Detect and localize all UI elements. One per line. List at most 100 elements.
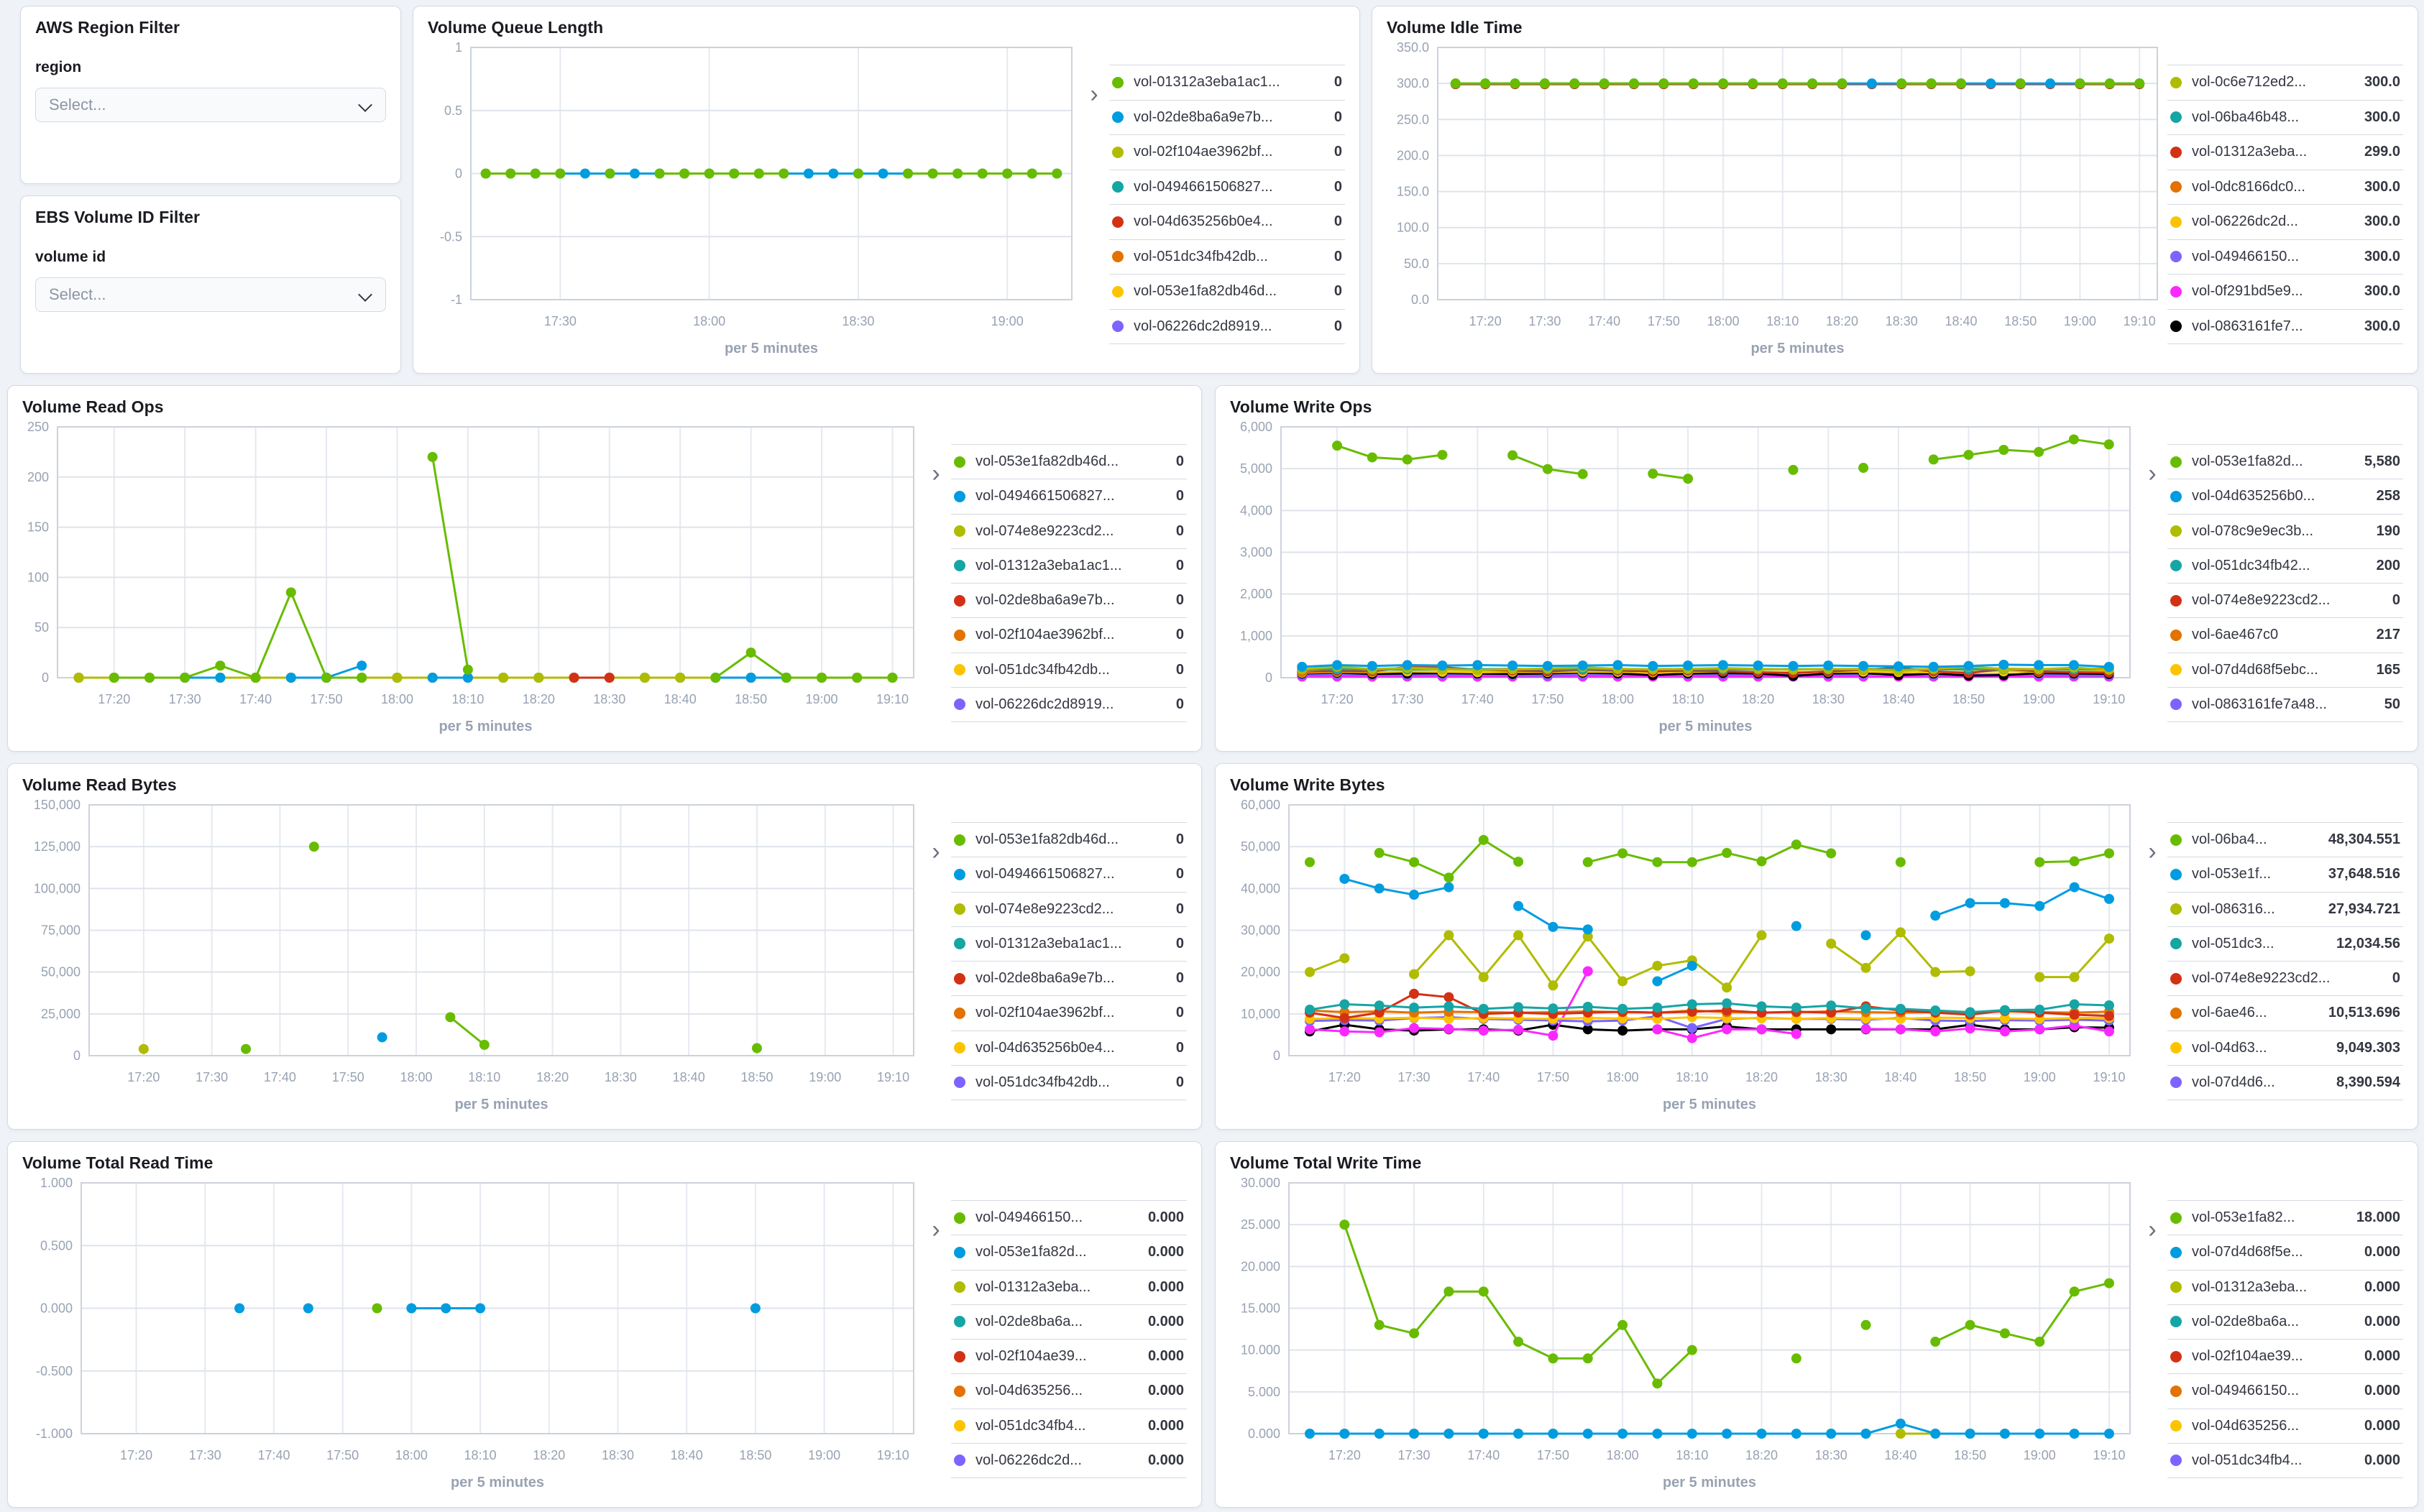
legend-item[interactable]: vol-086316... 27,934.721 <box>2167 891 2403 926</box>
legend-item[interactable]: vol-053e1fa82db46d... 0 <box>951 444 1187 479</box>
legend-item[interactable]: vol-053e1fa82db46d... 0 <box>1109 274 1345 309</box>
legend-item[interactable]: vol-07d4d68f5ebc... 165 <box>2167 652 2403 687</box>
legend-item[interactable]: vol-04d635256b0e4... 0 <box>1109 204 1345 239</box>
svg-text:18:50: 18:50 <box>740 1070 773 1084</box>
svg-text:1.000: 1.000 <box>40 1176 73 1190</box>
legend-item[interactable]: vol-051dc34fb4... 0.000 <box>2167 1442 2403 1478</box>
legend-item[interactable]: vol-06ba46b48... 300.0 <box>2167 99 2403 135</box>
volume-id-select[interactable]: Select... <box>35 277 386 312</box>
legend-item[interactable]: vol-04d635256... 0.000 <box>2167 1408 2403 1443</box>
legend-collapse-icon[interactable]: › <box>2148 1216 2157 1243</box>
legend-item[interactable]: vol-053e1fa82d... 5,580 <box>2167 444 2403 479</box>
legend-collapse-icon[interactable]: › <box>2148 460 2157 487</box>
svg-text:15.000: 15.000 <box>1241 1301 1280 1316</box>
legend-label: vol-086316... <box>2192 900 2275 917</box>
series-swatch-icon <box>2170 1077 2182 1089</box>
legend-collapse-icon[interactable]: › <box>2148 838 2157 865</box>
legend-item[interactable]: vol-06226dc2d8919... 0 <box>951 686 1187 722</box>
legend-item[interactable]: vol-02f104ae39... 0.000 <box>951 1339 1187 1373</box>
legend-item[interactable]: vol-053e1fa82db46d... 0 <box>951 822 1187 857</box>
legend-item[interactable]: vol-02f104ae3962bf... 0 <box>951 995 1187 1030</box>
legend-item[interactable]: vol-051dc34fb42db... 0 <box>951 1064 1187 1100</box>
chart-plot[interactable]: 1 0.5 0 -0.5 -1 17:30 18:00 18:30 19:00 per 5 min… <box>428 40 1080 361</box>
legend-item[interactable]: vol-06226dc2d8919... 0 <box>1109 308 1345 344</box>
legend-item[interactable]: vol-6ae467c0 217 <box>2167 617 2403 652</box>
legend-item[interactable]: vol-07d4d6... 8,390.594 <box>2167 1064 2403 1100</box>
legend-item[interactable]: vol-074e8e9223cd2... 0 <box>2167 961 2403 995</box>
legend-value: 300.0 <box>2364 318 2400 334</box>
legend-item[interactable]: vol-0494661506827... 0 <box>951 479 1187 513</box>
chart-plot[interactable]: 60,000 50,000 40,000 30,000 20,000 10,000 0 17:… <box>1230 798 2139 1117</box>
legend-item[interactable]: vol-051dc34fb4... 0.000 <box>951 1408 1187 1443</box>
region-select[interactable]: Select... <box>35 88 386 122</box>
svg-text:0: 0 <box>73 1048 81 1063</box>
legend-item[interactable]: vol-04d63... 9,049.303 <box>2167 1030 2403 1065</box>
chart-plot[interactable]: 250 200 150 100 50 0 17:20 17:30 17:40 17:50 18:00… <box>22 420 922 739</box>
volume-id-field-label: volume id <box>35 249 106 265</box>
legend-item[interactable]: vol-02f104ae3962bf... 0 <box>1109 134 1345 170</box>
legend-item[interactable]: vol-0863161fe7a48... 50 <box>2167 686 2403 722</box>
svg-text:75,000: 75,000 <box>41 923 81 938</box>
legend-item[interactable]: vol-074e8e9223cd2... 0 <box>951 513 1187 548</box>
legend-item[interactable]: vol-0863161fe7... 300.0 <box>2167 308 2403 344</box>
svg-text:18:30: 18:30 <box>602 1448 634 1462</box>
legend-item[interactable]: vol-051dc34fb42db... 0 <box>951 652 1187 687</box>
chart-plot[interactable]: 150,000 125,000 100,000 75,000 50,000 25,000 0… <box>22 798 922 1117</box>
legend-item[interactable]: vol-074e8e9223cd2... 0 <box>2167 583 2403 617</box>
legend-collapse-icon[interactable]: › <box>932 1216 940 1243</box>
legend-item[interactable]: vol-01312a3eba1ac1... 0 <box>1109 65 1345 100</box>
legend-item[interactable]: vol-02de8ba6a... 0.000 <box>951 1304 1187 1339</box>
svg-text:18:30: 18:30 <box>842 314 874 328</box>
legend-item[interactable]: vol-04d635256... 0.000 <box>951 1373 1187 1408</box>
legend-item[interactable]: vol-0494661506827... 0 <box>1109 169 1345 205</box>
legend-item[interactable]: vol-06ba4... 48,304.551 <box>2167 822 2403 857</box>
legend-item[interactable]: vol-074e8e9223cd2... 0 <box>951 891 1187 926</box>
legend-item[interactable]: vol-0f291bd5e9... 300.0 <box>2167 274 2403 309</box>
legend-item[interactable]: vol-053e1fa82d... 0.000 <box>951 1235 1187 1269</box>
series-swatch-icon <box>2170 972 2182 985</box>
legend-item[interactable]: vol-02de8ba6a9e7b... 0 <box>951 961 1187 995</box>
legend-item[interactable]: vol-02f104ae39... 0.000 <box>2167 1339 2403 1373</box>
legend-collapse-icon[interactable]: › <box>932 460 940 487</box>
legend-item[interactable]: vol-0494661506827... 0 <box>951 857 1187 891</box>
series-swatch-icon <box>1112 111 1124 124</box>
series-swatch-icon <box>2170 1281 2182 1294</box>
legend-item[interactable]: vol-02f104ae3962bf... 0 <box>951 617 1187 652</box>
chart-canvas: 250 200 150 100 50 0 17:20 17:30 17:40 17:50 18:00… <box>27 420 914 734</box>
legend-item[interactable]: vol-049466150... 0.000 <box>951 1200 1187 1235</box>
chart-plot[interactable]: 6,000 5,000 4,000 3,000 2,000 1,000 0 17:20 17:3… <box>1230 420 2139 739</box>
legend-item[interactable]: vol-01312a3eba... 0.000 <box>951 1269 1187 1304</box>
chart-plot[interactable]: 30.000 25.000 20.000 15.000 10.000 5.000 0.000… <box>1230 1176 2139 1495</box>
legend-item[interactable]: vol-02de8ba6a9e7b... 0 <box>951 583 1187 617</box>
legend-item[interactable]: vol-06226dc2d... 0.000 <box>951 1442 1187 1478</box>
legend-item[interactable]: vol-0dc8166dc0... 300.0 <box>2167 169 2403 205</box>
legend-item[interactable]: vol-0c6e712ed2... 300.0 <box>2167 65 2403 100</box>
legend-item[interactable]: vol-06226dc2d... 300.0 <box>2167 204 2403 239</box>
legend-item[interactable]: vol-01312a3eba... 0.000 <box>2167 1269 2403 1304</box>
legend-item[interactable]: vol-01312a3eba1ac1... 0 <box>951 548 1187 583</box>
legend-item[interactable]: vol-078c9e9ec3b... 190 <box>2167 513 2403 548</box>
legend-item[interactable]: vol-051dc34fb42... 200 <box>2167 548 2403 583</box>
legend-collapse-icon[interactable]: › <box>932 838 940 865</box>
legend-item[interactable]: vol-053e1fa82... 18.000 <box>2167 1200 2403 1235</box>
legend-item[interactable]: vol-04d635256b0e4... 0 <box>951 1030 1187 1065</box>
chart-canvas: 150,000 125,000 100,000 75,000 50,000 25,000 0… <box>34 798 914 1112</box>
svg-text:19:00: 19:00 <box>2024 1070 2056 1084</box>
legend-item[interactable]: vol-051dc34fb42db... 0 <box>1109 239 1345 275</box>
legend-item[interactable]: vol-01312a3eba... 299.0 <box>2167 134 2403 170</box>
legend-item[interactable]: vol-01312a3eba1ac1... 0 <box>951 926 1187 961</box>
legend-collapse-icon[interactable]: › <box>1090 80 1098 108</box>
legend-label: vol-051dc3... <box>2192 935 2274 951</box>
legend-item[interactable]: vol-049466150... 300.0 <box>2167 239 2403 275</box>
legend-item[interactable]: vol-04d635256b0... 258 <box>2167 479 2403 513</box>
series-swatch-icon <box>2170 321 2182 333</box>
chart-plot[interactable]: 1.000 0.500 0.000 -0.500 -1.000 17:20 17:30 17:… <box>22 1176 922 1495</box>
legend-item[interactable]: vol-053e1f... 37,648.516 <box>2167 857 2403 891</box>
legend-item[interactable]: vol-02de8ba6a9e7b... 0 <box>1109 99 1345 135</box>
legend-item[interactable]: vol-049466150... 0.000 <box>2167 1373 2403 1408</box>
legend-item[interactable]: vol-6ae46... 10,513.696 <box>2167 995 2403 1030</box>
legend-item[interactable]: vol-051dc3... 12,034.56 <box>2167 926 2403 961</box>
legend-item[interactable]: vol-07d4d68f5e... 0.000 <box>2167 1235 2403 1269</box>
legend-item[interactable]: vol-02de8ba6a... 0.000 <box>2167 1304 2403 1339</box>
chart-plot[interactable]: 350.0 300.0 250.0 200.0 150.0 100.0 50.0 0.0 17:… <box>1387 40 2166 361</box>
